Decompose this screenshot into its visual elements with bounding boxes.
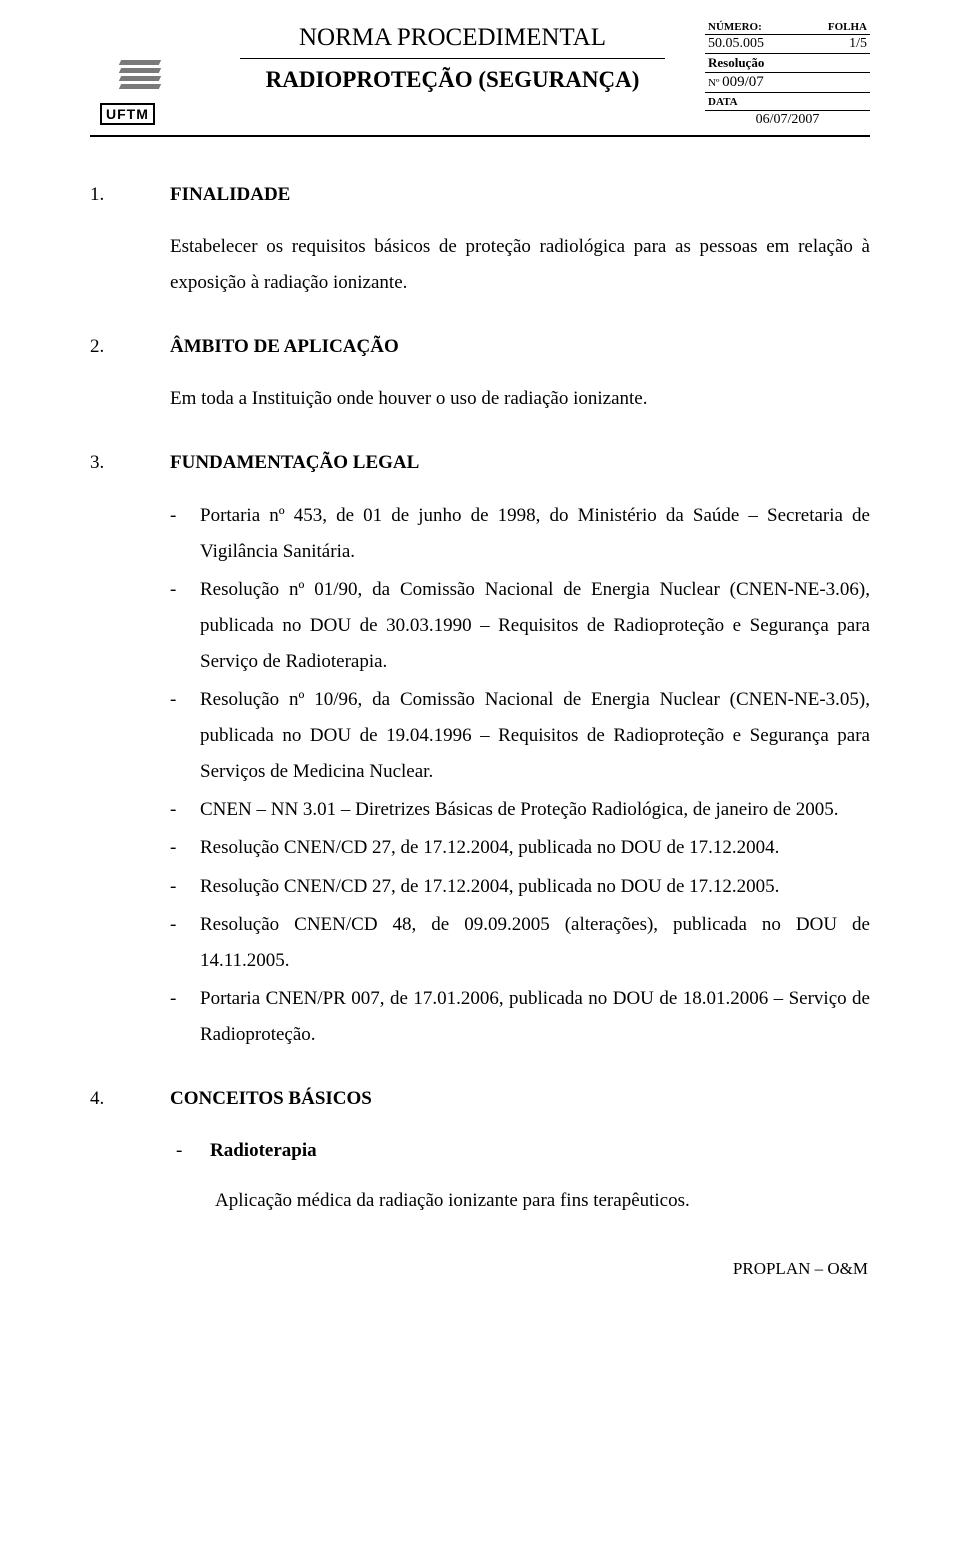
list-item: - Resolução CNEN/CD 27, de 17.12.2004, p… — [170, 869, 870, 905]
dash-icon: - — [170, 869, 200, 905]
document-content: 1. FINALIDADE Estabelecer os requisitos … — [90, 177, 870, 1219]
section-list: - Portaria nº 453, de 01 de junho de 199… — [170, 498, 870, 1053]
document-title-main: NORMA PROCEDIMENTAL — [210, 24, 695, 52]
section-number: 4. — [90, 1081, 170, 1117]
meta-row-numero-folha: NÚMERO: FOLHA — [705, 20, 870, 35]
list-item: - Resolução nº 01/90, da Comissão Nacion… — [170, 572, 870, 680]
meta-no-value: 009/07 — [722, 74, 764, 90]
meta-folha-label: FOLHA — [828, 21, 867, 33]
logo-stripes-icon — [120, 60, 160, 92]
titles-cell: NORMA PROCEDIMENTAL RADIOPROTEÇÃO (SEGUR… — [200, 20, 705, 129]
concept-label: Radioterapia — [210, 1133, 317, 1169]
list-text: Portaria nº 453, de 01 de junho de 1998,… — [200, 498, 870, 570]
list-text: CNEN – NN 3.01 – Diretrizes Básicas de P… — [200, 792, 870, 828]
section-finalidade: 1. FINALIDADE Estabelecer os requisitos … — [90, 177, 870, 301]
concept-item: - Radioterapia — [176, 1133, 870, 1169]
section-title: FUNDAMENTAÇÃO LEGAL — [170, 445, 419, 481]
section-title: ÂMBITO DE APLICAÇÃO — [170, 329, 399, 365]
logo-cell: UFTM — [90, 20, 200, 129]
dash-icon: - — [170, 907, 200, 979]
list-item: - Resolução nº 10/96, da Comissão Nacion… — [170, 682, 870, 790]
meta-numero-label: NÚMERO: — [708, 21, 762, 33]
concept-body: Aplicação médica da radiação ionizante p… — [215, 1183, 870, 1219]
section-head: 3. FUNDAMENTAÇÃO LEGAL — [90, 445, 870, 481]
list-text: Portaria CNEN/PR 007, de 17.01.2006, pub… — [200, 981, 870, 1053]
list-text: Resolução CNEN/CD 48, de 09.09.2005 (alt… — [200, 907, 870, 979]
meta-no-label: Nº — [708, 77, 719, 89]
meta-resolucao-label: Resolução — [708, 55, 764, 70]
page-footer: PROPLAN – O&M — [90, 1259, 870, 1279]
dash-icon: - — [170, 792, 200, 828]
list-text: Resolução nº 01/90, da Comissão Nacional… — [200, 572, 870, 680]
section-body: - Radioterapia Aplicação médica da radia… — [170, 1133, 870, 1219]
dash-icon: - — [170, 682, 200, 790]
dash-icon: - — [170, 981, 200, 1053]
section-number: 2. — [90, 329, 170, 365]
section-title: CONCEITOS BÁSICOS — [170, 1081, 372, 1117]
meta-row-no: Nº 009/07 — [705, 73, 870, 93]
title-divider — [240, 58, 665, 59]
list-item: - Portaria CNEN/PR 007, de 17.01.2006, p… — [170, 981, 870, 1053]
meta-folha-value: 1/5 — [849, 36, 867, 52]
list-item: - Resolução CNEN/CD 48, de 09.09.2005 (a… — [170, 907, 870, 979]
metadata-box: NÚMERO: FOLHA 50.05.005 1/5 Resolução Nº… — [705, 20, 870, 129]
section-head: 1. FINALIDADE — [90, 177, 870, 213]
meta-data-value: 06/07/2007 — [756, 112, 820, 127]
logo-text: UFTM — [100, 103, 155, 125]
list-text: Resolução CNEN/CD 27, de 17.12.2004, pub… — [200, 869, 870, 905]
list-text: Resolução nº 10/96, da Comissão Nacional… — [200, 682, 870, 790]
section-body: Estabelecer os requisitos básicos de pro… — [170, 229, 870, 301]
list-text: Resolução CNEN/CD 27, de 17.12.2004, pub… — [200, 830, 870, 866]
dash-icon: - — [176, 1133, 210, 1169]
institution-logo: UFTM — [100, 70, 190, 125]
section-number: 1. — [90, 177, 170, 213]
dash-icon: - — [170, 830, 200, 866]
meta-data-label: DATA — [708, 96, 738, 108]
document-title-sub: RADIOPROTEÇÃO (SEGURANÇA) — [210, 67, 695, 93]
meta-row-resolucao: Resolução — [705, 54, 870, 73]
section-number: 3. — [90, 445, 170, 481]
document-page: UFTM NORMA PROCEDIMENTAL RADIOPROTEÇÃO (… — [0, 0, 960, 1559]
section-body: Em toda a Instituição onde houver o uso … — [170, 381, 870, 417]
section-title: FINALIDADE — [170, 177, 290, 213]
page-header: UFTM NORMA PROCEDIMENTAL RADIOPROTEÇÃO (… — [90, 20, 870, 137]
meta-row-data-label: DATA — [705, 93, 870, 111]
dash-icon: - — [170, 572, 200, 680]
meta-row-values: 50.05.005 1/5 — [705, 35, 870, 54]
section-head: 2. ÂMBITO DE APLICAÇÃO — [90, 329, 870, 365]
list-item: - Resolução CNEN/CD 27, de 17.12.2004, p… — [170, 830, 870, 866]
meta-numero-value: 50.05.005 — [708, 36, 764, 52]
meta-row-data-value: 06/07/2007 — [705, 111, 870, 129]
list-item: - Portaria nº 453, de 01 de junho de 199… — [170, 498, 870, 570]
list-item: - CNEN – NN 3.01 – Diretrizes Básicas de… — [170, 792, 870, 828]
section-fundamentacao: 3. FUNDAMENTAÇÃO LEGAL - Portaria nº 453… — [90, 445, 870, 1053]
section-ambito: 2. ÂMBITO DE APLICAÇÃO Em toda a Institu… — [90, 329, 870, 417]
section-head: 4. CONCEITOS BÁSICOS — [90, 1081, 870, 1117]
section-conceitos: 4. CONCEITOS BÁSICOS - Radioterapia Apli… — [90, 1081, 870, 1219]
dash-icon: - — [170, 498, 200, 570]
